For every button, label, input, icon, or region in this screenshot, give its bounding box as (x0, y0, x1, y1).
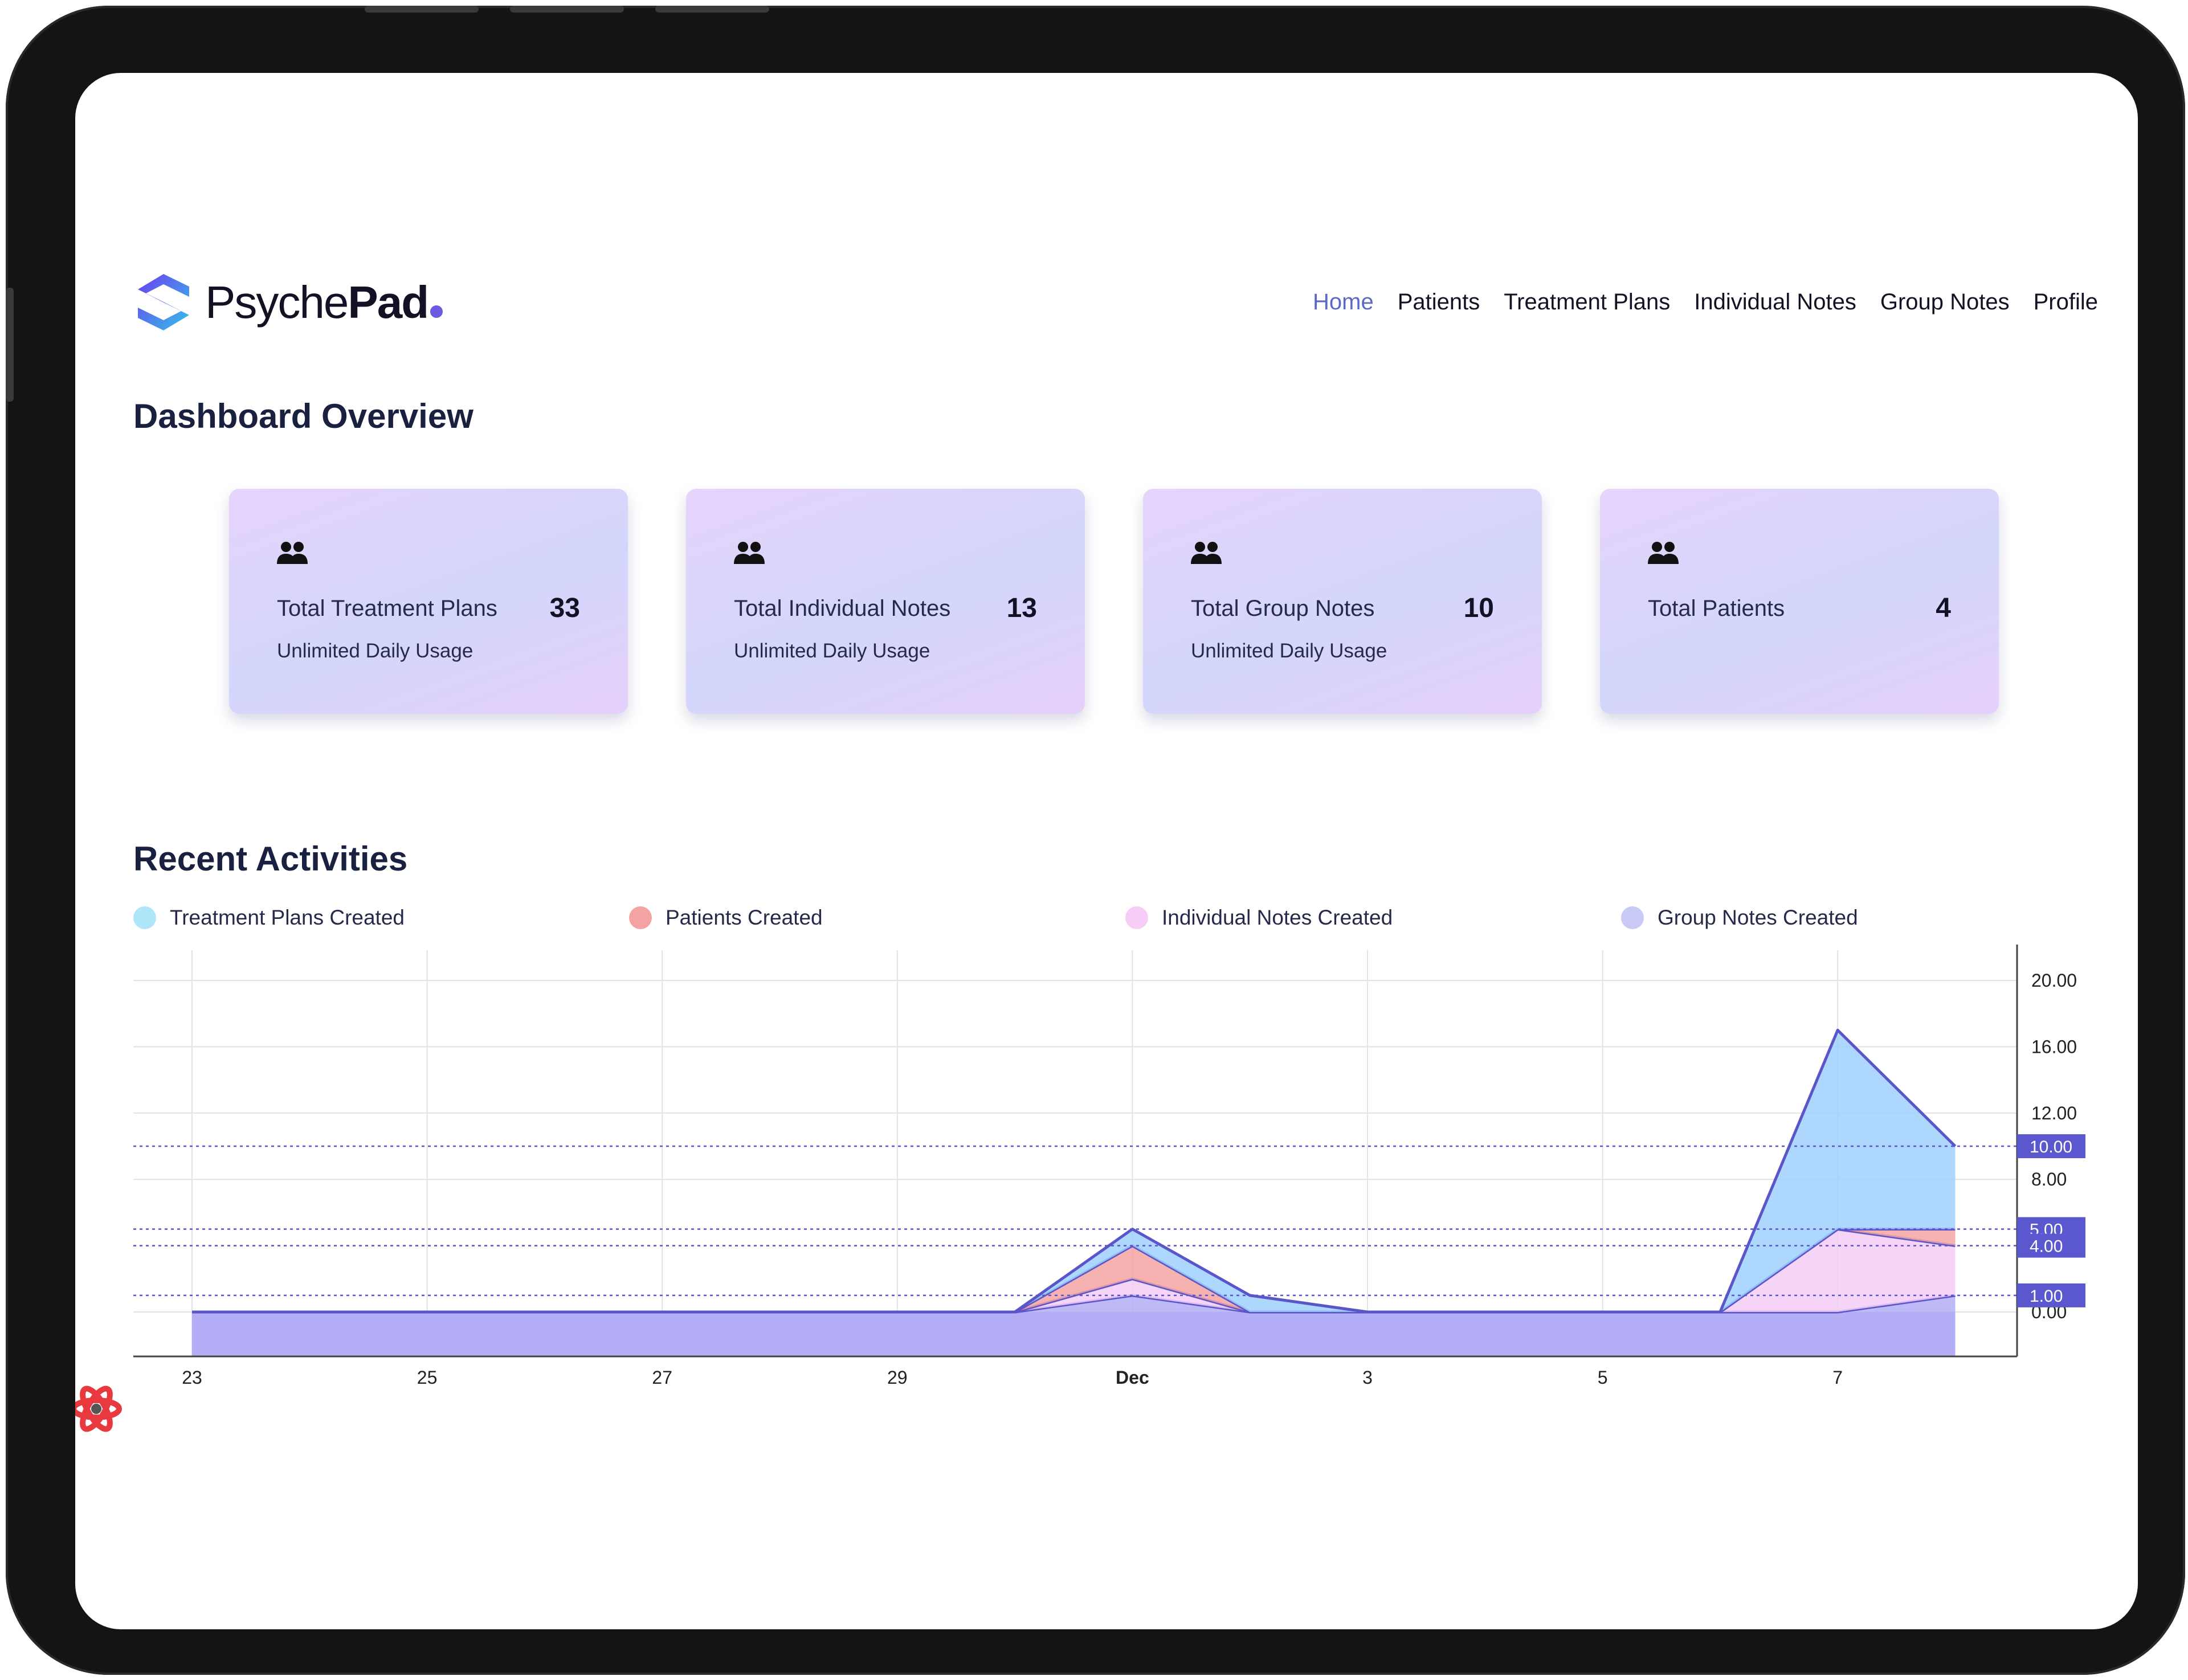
nav-individual-notes[interactable]: Individual Notes (1694, 289, 1856, 314)
x-tick-label: 7 (1832, 1367, 1843, 1388)
x-tick-label: 3 (1362, 1367, 1373, 1388)
logo-dot (430, 305, 443, 318)
nav-treatment-plans[interactable]: Treatment Plans (1504, 289, 1671, 314)
people-icon (734, 542, 765, 564)
legend-label: Patients Created (666, 906, 823, 929)
card-value: 10 (1463, 593, 1494, 623)
logo[interactable]: PsychePad (132, 269, 443, 335)
logo-wordmark: PsychePad (205, 276, 443, 329)
logo-light: Psyche (205, 276, 349, 328)
card-treatment-plans[interactable]: Total Treatment Plans 33 Unlimited Daily… (229, 489, 628, 714)
people-icon (277, 542, 308, 564)
legend-item-patients[interactable]: Patients Created (629, 906, 823, 930)
nav-home[interactable]: Home (1313, 289, 1374, 314)
y-tick-label: 12.00 (2031, 1103, 2077, 1123)
react-devtools-icon[interactable] (75, 1383, 122, 1434)
x-tick-label: 29 (887, 1367, 908, 1388)
tablet-frame: PsychePad Home Patients Treatment Plans … (6, 6, 2185, 1675)
value-badge (2017, 1233, 2085, 1258)
card-subtitle: Unlimited Daily Usage (277, 640, 473, 662)
y-tick-label: 16.00 (2031, 1036, 2077, 1057)
hardware-button (6, 288, 14, 402)
y-tick-label: 8.00 (2031, 1169, 2067, 1190)
card-subtitle: Unlimited Daily Usage (734, 640, 930, 662)
card-group-notes[interactable]: Total Group Notes 10 Unlimited Daily Usa… (1143, 489, 1542, 714)
value-badge-label: 4.00 (2030, 1237, 2063, 1256)
chart-base-band (192, 1312, 1956, 1356)
card-value: 13 (1006, 593, 1037, 623)
logo-icon (138, 274, 189, 330)
card-individual-notes[interactable]: Total Individual Notes 13 Unlimited Dail… (686, 489, 1085, 714)
nav-profile[interactable]: Profile (2033, 289, 2098, 314)
hardware-button (655, 6, 769, 13)
value-badge-label: 10.00 (2030, 1138, 2072, 1156)
card-subtitle: Unlimited Daily Usage (1191, 640, 1387, 662)
value-badge (2017, 1283, 2085, 1307)
people-icon (1191, 542, 1222, 564)
hardware-button (365, 6, 479, 13)
legend-label: Treatment Plans Created (170, 906, 405, 929)
legend-item-group-notes[interactable]: Group Notes Created (1621, 906, 1858, 930)
card-patients[interactable]: Total Patients 4 (1600, 489, 1999, 714)
legend-dot (133, 906, 156, 929)
legend-item-treatment-plans[interactable]: Treatment Plans Created (133, 906, 405, 930)
value-badge-label: 1.00 (2030, 1287, 2063, 1306)
legend-label: Group Notes Created (1658, 906, 1858, 929)
x-tick-label: 5 (1598, 1367, 1608, 1388)
hardware-button (510, 6, 624, 13)
card-label: Total Patients (1648, 596, 1785, 621)
logo-bold: Pad (348, 276, 429, 328)
x-tick-label: 27 (652, 1367, 672, 1388)
series-line-3 (192, 1028, 1957, 1314)
activity-chart[interactable]: 0.008.0012.0016.0020.0010.005.004.001.00… (75, 73, 2138, 1629)
nav-patients[interactable]: Patients (1397, 289, 1480, 314)
legend-dot (629, 906, 652, 929)
people-icon (1648, 542, 1679, 564)
legend-dot (1621, 906, 1644, 929)
activities-title: Recent Activities (133, 840, 408, 878)
value-badge (2017, 1134, 2085, 1158)
x-tick-label: Dec (1116, 1367, 1149, 1388)
legend-label: Individual Notes Created (1162, 906, 1393, 929)
dashboard-title: Dashboard Overview (133, 397, 473, 435)
series-area-1 (192, 1229, 1956, 1312)
y-tick-label: 20.00 (2031, 970, 2077, 991)
legend-dot (1125, 906, 1148, 929)
card-value: 33 (549, 593, 580, 623)
app-screen: PsychePad Home Patients Treatment Plans … (75, 73, 2138, 1629)
nav-group-notes[interactable]: Group Notes (1880, 289, 2010, 314)
x-tick-label: 23 (182, 1367, 202, 1388)
legend-item-individual-notes[interactable]: Individual Notes Created (1125, 906, 1393, 930)
card-value: 4 (1936, 593, 1951, 623)
card-label: Total Individual Notes (734, 596, 951, 621)
card-label: Total Group Notes (1191, 596, 1375, 621)
card-label: Total Treatment Plans (277, 596, 497, 621)
x-tick-label: 25 (417, 1367, 438, 1388)
main-nav: Home Patients Treatment Plans Individual… (1313, 289, 2098, 315)
